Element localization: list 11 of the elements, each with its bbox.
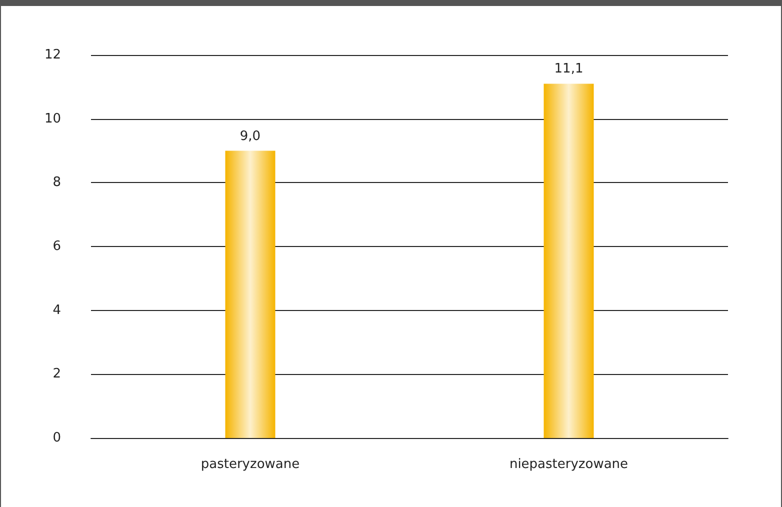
data-label: 11,1	[554, 62, 584, 77]
x-tick-label: pasteryzowane	[200, 457, 300, 472]
y-tick-label: 8	[52, 175, 61, 190]
x-tick-label: niepasteryzowane	[509, 457, 628, 472]
y-tick-label: 4	[52, 302, 61, 318]
data-label: 9,0	[240, 128, 261, 144]
y-tick-label: 2	[52, 366, 61, 382]
y-tick-label: 0	[52, 430, 61, 446]
y-tick-label: 12	[44, 48, 61, 62]
y-tick-label: 6	[52, 239, 61, 254]
y-tick-label: 10	[44, 111, 61, 126]
